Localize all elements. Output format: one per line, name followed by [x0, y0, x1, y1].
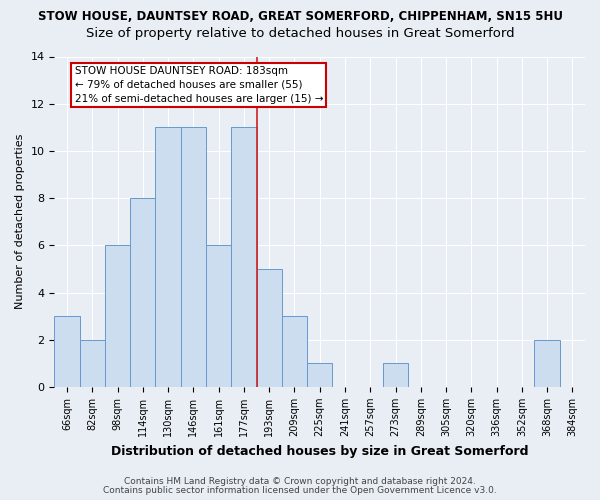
Text: Size of property relative to detached houses in Great Somerford: Size of property relative to detached ho… — [86, 28, 514, 40]
Bar — [130, 198, 155, 387]
Text: STOW HOUSE, DAUNTSEY ROAD, GREAT SOMERFORD, CHIPPENHAM, SN15 5HU: STOW HOUSE, DAUNTSEY ROAD, GREAT SOMERFO… — [37, 10, 563, 23]
Text: STOW HOUSE DAUNTSEY ROAD: 183sqm
← 79% of detached houses are smaller (55)
21% o: STOW HOUSE DAUNTSEY ROAD: 183sqm ← 79% o… — [74, 66, 323, 104]
Text: Contains HM Land Registry data © Crown copyright and database right 2024.: Contains HM Land Registry data © Crown c… — [124, 477, 476, 486]
Bar — [55, 316, 80, 387]
Bar — [231, 128, 257, 387]
Bar — [307, 364, 332, 387]
Bar — [105, 246, 130, 387]
Bar — [383, 364, 408, 387]
Bar — [282, 316, 307, 387]
Bar — [80, 340, 105, 387]
Bar — [535, 340, 560, 387]
Bar — [181, 128, 206, 387]
Y-axis label: Number of detached properties: Number of detached properties — [15, 134, 25, 310]
Bar — [257, 269, 282, 387]
Bar — [155, 128, 181, 387]
Text: Contains public sector information licensed under the Open Government Licence v3: Contains public sector information licen… — [103, 486, 497, 495]
Bar — [206, 246, 231, 387]
X-axis label: Distribution of detached houses by size in Great Somerford: Distribution of detached houses by size … — [111, 444, 529, 458]
